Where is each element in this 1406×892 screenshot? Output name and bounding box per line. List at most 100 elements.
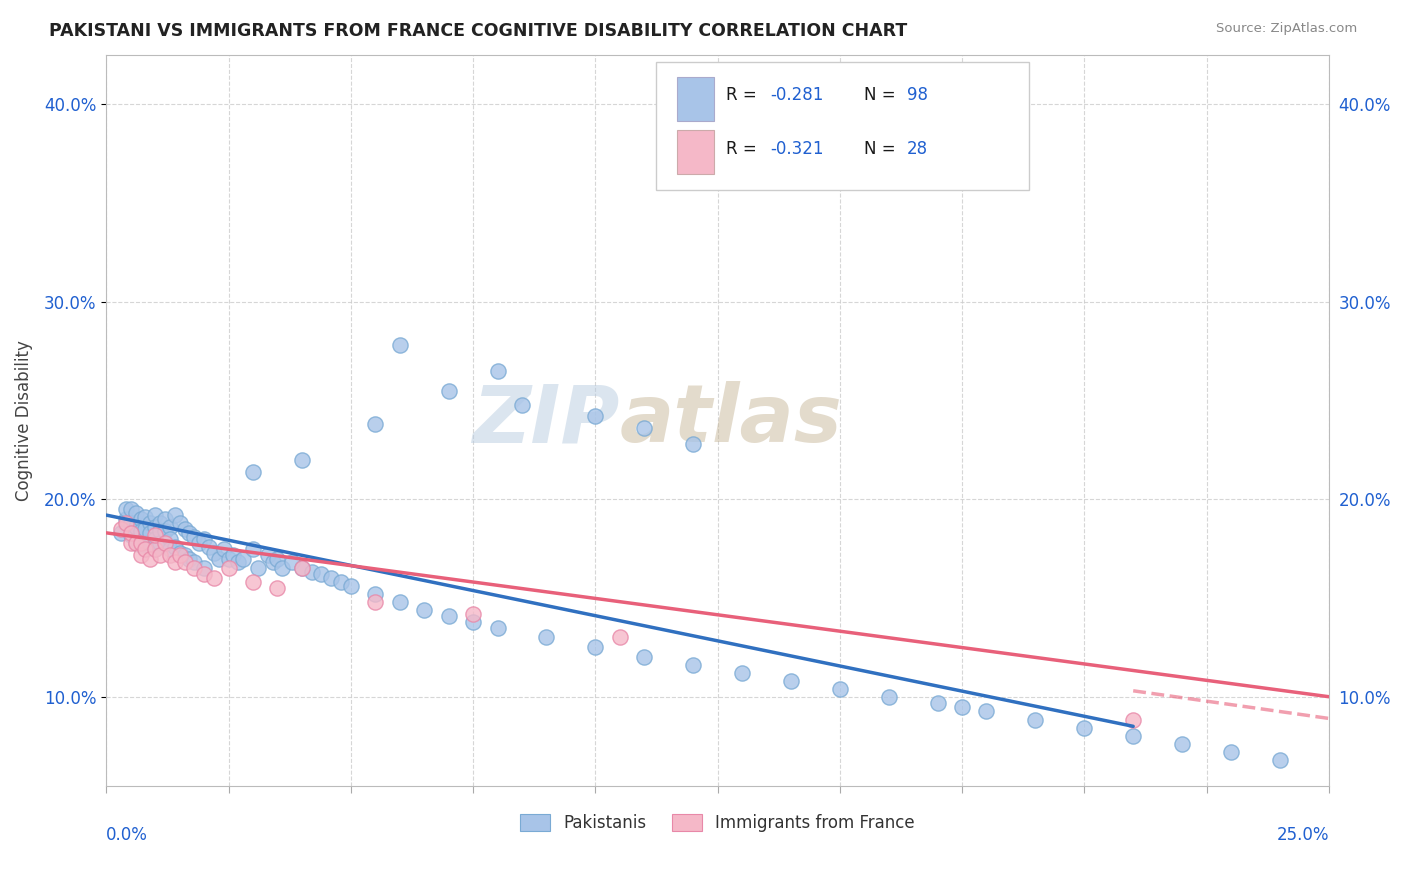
Point: [169, 546, 191, 560]
Point: [877, 690, 900, 704]
Point: [262, 556, 284, 570]
Point: [437, 608, 460, 623]
Point: [143, 520, 166, 534]
Point: [129, 535, 152, 549]
Point: [927, 696, 949, 710]
Point: [266, 551, 288, 566]
Point: [179, 525, 201, 540]
Point: [149, 516, 172, 530]
Point: [486, 621, 509, 635]
Legend: Pakistanis, Immigrants from France: Pakistanis, Immigrants from France: [520, 814, 915, 832]
Point: [1268, 753, 1291, 767]
FancyBboxPatch shape: [657, 62, 1029, 190]
Point: [330, 575, 353, 590]
Point: [291, 452, 314, 467]
Point: [388, 595, 411, 609]
Point: [1122, 714, 1144, 728]
Point: [193, 532, 215, 546]
Text: R =: R =: [725, 87, 762, 104]
Point: [609, 631, 631, 645]
Point: [510, 398, 533, 412]
Point: [183, 530, 205, 544]
Point: [163, 556, 186, 570]
Point: [1073, 721, 1095, 735]
Point: [1220, 745, 1243, 759]
Point: [291, 561, 314, 575]
Point: [828, 681, 851, 696]
Point: [153, 512, 176, 526]
Point: [120, 525, 142, 540]
Point: [153, 524, 176, 538]
Point: [461, 607, 484, 621]
Point: [242, 541, 264, 556]
Point: [129, 512, 152, 526]
Text: 0.0%: 0.0%: [107, 826, 148, 844]
Point: [120, 528, 142, 542]
Point: [242, 465, 264, 479]
Text: R =: R =: [725, 140, 762, 158]
Point: [143, 508, 166, 522]
FancyBboxPatch shape: [678, 130, 714, 174]
Point: [159, 541, 181, 556]
Point: [173, 556, 195, 570]
Point: [413, 603, 436, 617]
Point: [159, 520, 181, 534]
Point: [169, 548, 191, 562]
Text: -0.321: -0.321: [770, 140, 824, 158]
Point: [183, 556, 205, 570]
Point: [115, 516, 138, 530]
Point: [188, 535, 211, 549]
Point: [120, 502, 142, 516]
Point: [1171, 737, 1194, 751]
Point: [159, 532, 181, 546]
Point: [163, 508, 186, 522]
Y-axis label: Cognitive Disability: Cognitive Disability: [15, 340, 32, 500]
Point: [340, 579, 363, 593]
Point: [149, 524, 172, 538]
Point: [633, 421, 655, 435]
Point: [139, 525, 162, 540]
Point: [110, 525, 132, 540]
Point: [149, 548, 172, 562]
Point: [281, 556, 304, 570]
Point: [139, 516, 162, 530]
Text: N =: N =: [865, 140, 901, 158]
Point: [173, 522, 195, 536]
Point: [232, 551, 254, 566]
Point: [364, 417, 387, 432]
Point: [134, 535, 156, 549]
Point: [218, 551, 240, 566]
Text: 98: 98: [907, 87, 928, 104]
Point: [291, 561, 314, 575]
Point: [301, 566, 323, 580]
Point: [193, 567, 215, 582]
Point: [173, 548, 195, 562]
Point: [364, 587, 387, 601]
Text: -0.281: -0.281: [770, 87, 824, 104]
Text: 25.0%: 25.0%: [1277, 826, 1329, 844]
Point: [115, 512, 138, 526]
Point: [129, 524, 152, 538]
Point: [129, 548, 152, 562]
Point: [222, 548, 245, 562]
Point: [780, 673, 803, 688]
Point: [731, 666, 754, 681]
Point: [437, 384, 460, 398]
Text: Source: ZipAtlas.com: Source: ZipAtlas.com: [1216, 22, 1357, 36]
Point: [266, 581, 288, 595]
Point: [120, 516, 142, 530]
Point: [143, 541, 166, 556]
Point: [1122, 729, 1144, 743]
Point: [246, 561, 269, 575]
Point: [461, 615, 484, 629]
Point: [256, 548, 278, 562]
Point: [183, 561, 205, 575]
Point: [388, 338, 411, 352]
Point: [124, 506, 146, 520]
Point: [179, 551, 201, 566]
Point: [134, 541, 156, 556]
Point: [976, 704, 998, 718]
Point: [134, 522, 156, 536]
Point: [364, 595, 387, 609]
Point: [139, 551, 162, 566]
